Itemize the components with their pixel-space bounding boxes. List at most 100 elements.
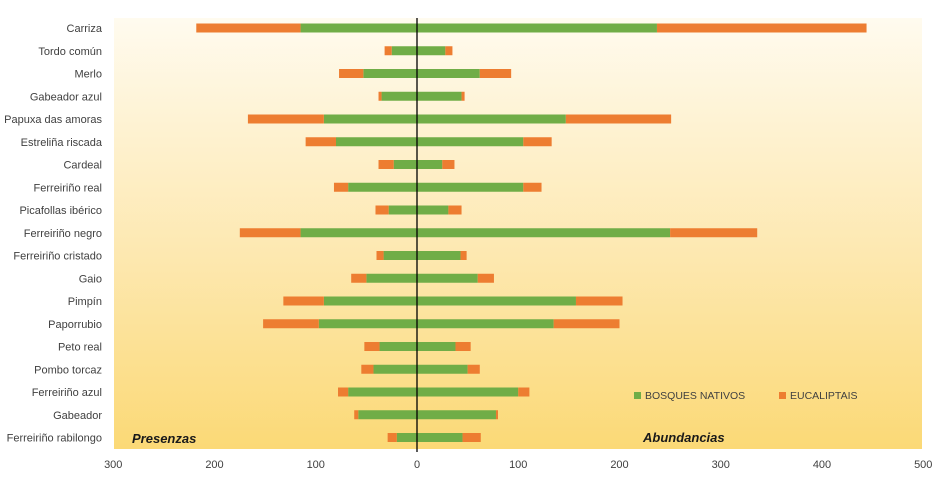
category-label-pimpin: Pimpín (68, 296, 102, 308)
bar-abundancias-bosques-ferreirino-negro (417, 228, 671, 238)
bar-abundancias-bosques-estrelina-riscada (417, 137, 524, 147)
bar-presenzas-bosques-gabeador-azul (381, 91, 417, 101)
bar-presenzas-bosques-ferreirino-real (348, 182, 417, 192)
bar-abundancias-bosques-ferreirino-cristado (417, 251, 461, 260)
bar-presenzas-eucaliptais-peto-real (364, 342, 380, 351)
bar-presenzas-eucaliptais-estrelina-riscada (305, 137, 337, 147)
bar-abundancias-bosques-merlo (417, 69, 480, 78)
category-label-gabeador-azul: Gabeador azul (30, 91, 102, 103)
legend-swatch-bosques (634, 392, 641, 399)
bar-presenzas-eucaliptais-gaio (351, 273, 367, 283)
bar-abundancias-eucaliptais-ferreirino-negro (670, 228, 758, 238)
category-label-estrelina-riscada: Estreliña riscada (21, 137, 103, 149)
bar-abundancias-bosques-picafollas-iberico (417, 205, 449, 215)
x-tick-label: 500 (914, 459, 932, 471)
category-label-pombo-torcaz: Pombo torcaz (34, 364, 102, 376)
x-axis-ticks: 300 200 100 0 100 200 300 400 500 (104, 459, 932, 471)
category-label-papuxa-das-amoras: Papuxa das amoras (4, 114, 102, 126)
category-label-gaio: Gaio (79, 273, 102, 285)
bar-presenzas-eucaliptais-ferreirino-real (333, 182, 349, 192)
category-label-tordo-comun: Tordo común (38, 46, 102, 58)
bar-presenzas-bosques-paporrubio (318, 319, 417, 329)
bar-presenzas-bosques-merlo (363, 69, 417, 78)
bar-presenzas-bosques-ferreirino-azul (348, 387, 417, 397)
bar-abundancias-bosques-ferreirino-rabilongo (417, 433, 463, 442)
legend: BOSQUES NATIVOS EUCALIPTAIS (634, 390, 858, 402)
bar-presenzas-eucaliptais-papuxa-das-amoras (247, 114, 324, 124)
x-tick-label: 100 (307, 459, 325, 471)
bar-abundancias-bosques-paporrubio (417, 319, 554, 329)
bar-presenzas-eucaliptais-gabeador (354, 410, 359, 420)
legend-label-eucaliptais: EUCALIPTAIS (790, 390, 858, 402)
category-label-picafollas-iberico: Picafollas ibérico (19, 205, 102, 217)
category-label-paporrubio: Paporrubio (48, 319, 102, 331)
bar-abundancias-eucaliptais-picafollas-iberico (448, 205, 462, 215)
legend-swatch-eucaliptais (779, 392, 786, 399)
bar-abundancias-bosques-gabeador (417, 410, 496, 420)
bar-abundancias-eucaliptais-paporrubio (553, 319, 620, 329)
x-tick-label: 300 (104, 459, 122, 471)
category-labels: Carriza Tordo común Merlo Gabeador azul Papu… (4, 23, 103, 445)
category-label-ferreirino-rabilongo: Ferreiriño rabilongo (7, 433, 102, 445)
category-label-ferreirino-cristado: Ferreiriño cristado (13, 251, 102, 263)
bar-presenzas-eucaliptais-merlo (339, 69, 364, 78)
category-label-peto-real: Peto real (58, 342, 102, 354)
bar-abundancias-eucaliptais-tordo-comun (445, 46, 453, 56)
category-label-cardeal: Cardeal (63, 160, 102, 172)
bar-presenzas-eucaliptais-ferreirino-cristado (376, 251, 384, 260)
bar-abundancias-eucaliptais-ferreirino-rabilongo (462, 433, 481, 442)
bar-presenzas-bosques-ferreirino-negro (300, 228, 417, 238)
category-label-ferreirino-real: Ferreiriño real (34, 182, 102, 194)
bar-abundancias-bosques-cardeal (417, 160, 443, 169)
bar-abundancias-eucaliptais-ferreirino-real (523, 182, 542, 192)
bar-abundancias-bosques-ferreirino-azul (417, 387, 519, 397)
bar-abundancias-bosques-papuxa-das-amoras (417, 114, 566, 124)
bar-abundancias-bosques-gaio (417, 273, 478, 283)
bars-layer (196, 23, 867, 442)
bar-presenzas-bosques-papuxa-das-amoras (323, 114, 417, 124)
bar-abundancias-eucaliptais-peto-real (455, 342, 471, 351)
bar-presenzas-bosques-picafollas-iberico (388, 205, 417, 215)
bar-presenzas-bosques-ferreirino-cristado (383, 251, 417, 260)
bar-abundancias-eucaliptais-gaio (477, 273, 494, 283)
bar-presenzas-bosques-peto-real (379, 342, 417, 351)
bar-presenzas-eucaliptais-tordo-comun (384, 46, 392, 56)
bar-abundancias-bosques-pimpin (417, 296, 576, 306)
bar-abundancias-eucaliptais-merlo (479, 69, 512, 78)
bar-presenzas-bosques-carriza (300, 23, 417, 33)
bar-presenzas-eucaliptais-ferreirino-negro (239, 228, 301, 238)
bar-abundancias-eucaliptais-papuxa-das-amoras (565, 114, 672, 124)
x-tick-label: 400 (813, 459, 831, 471)
x-tick-label: 0 (414, 459, 420, 471)
bar-presenzas-eucaliptais-pombo-torcaz (361, 364, 374, 374)
category-label-merlo: Merlo (74, 69, 102, 81)
bar-abundancias-eucaliptais-cardeal (442, 160, 455, 169)
bar-abundancias-eucaliptais-carriza (656, 23, 867, 33)
category-label-gabeador: Gabeador (53, 410, 102, 422)
bar-abundancias-bosques-ferreirino-real (417, 182, 524, 192)
bar-abundancias-eucaliptais-ferreirino-cristado (460, 251, 467, 260)
bar-abundancias-eucaliptais-gabeador-azul (461, 91, 465, 101)
bar-abundancias-bosques-gabeador-azul (417, 91, 462, 101)
category-label-carriza: Carriza (67, 23, 103, 35)
bar-presenzas-eucaliptais-cardeal (378, 160, 394, 169)
bar-abundancias-bosques-pombo-torcaz (417, 364, 468, 374)
bar-presenzas-bosques-gabeador (358, 410, 417, 420)
bar-abundancias-bosques-tordo-comun (417, 46, 446, 56)
x-tick-label: 200 (205, 459, 223, 471)
bar-abundancias-eucaliptais-pimpin (575, 296, 623, 306)
x-tick-label: 100 (509, 459, 527, 471)
bar-abundancias-bosques-carriza (417, 23, 657, 33)
x-tick-label: 200 (610, 459, 628, 471)
bar-presenzas-eucaliptais-gabeador-azul (378, 91, 382, 101)
bar-abundancias-eucaliptais-ferreirino-azul (518, 387, 530, 397)
bar-presenzas-eucaliptais-ferreirino-azul (338, 387, 349, 397)
bar-presenzas-eucaliptais-paporrubio (263, 319, 319, 329)
bar-presenzas-bosques-cardeal (393, 160, 417, 169)
bar-abundancias-bosques-peto-real (417, 342, 456, 351)
left-panel-label: Presenzas (132, 431, 196, 446)
bar-abundancias-eucaliptais-pombo-torcaz (467, 364, 480, 374)
bar-abundancias-eucaliptais-estrelina-riscada (523, 137, 552, 147)
bar-presenzas-bosques-tordo-comun (391, 46, 417, 56)
